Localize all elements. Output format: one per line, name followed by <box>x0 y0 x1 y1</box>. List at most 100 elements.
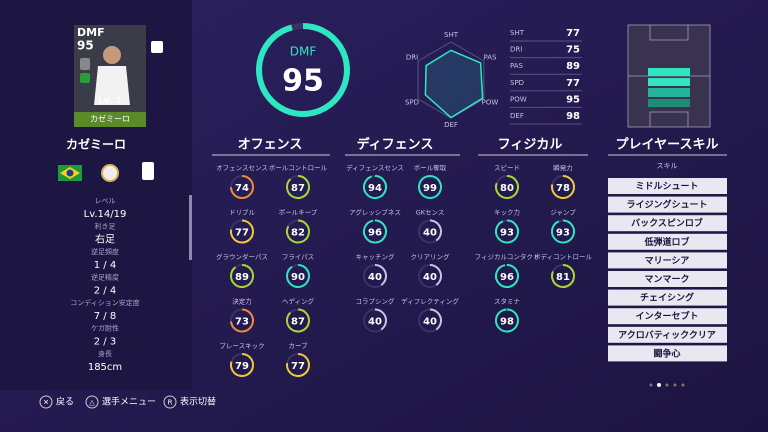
stat-label: PAS <box>510 62 524 70</box>
card-position: DMF <box>77 26 105 39</box>
stat-value: 89 <box>566 61 580 72</box>
button-label[interactable]: 選手メニュー <box>102 396 156 408</box>
button-icon[interactable] <box>163 395 177 409</box>
stat-value: 98 <box>566 111 580 122</box>
ring-value: 40 <box>368 317 382 328</box>
skill-name: ミドルシュート <box>635 181 698 192</box>
ring-value: 94 <box>368 183 382 194</box>
stat-label: DRI <box>510 46 522 54</box>
radar-shape <box>424 49 484 119</box>
stat-name: ヘディング <box>282 297 315 306</box>
ring-value: 96 <box>500 272 514 283</box>
page-dots <box>649 383 685 387</box>
button-label[interactable]: 表示切替 <box>180 396 216 408</box>
stat-name: カーブ <box>288 341 308 350</box>
ring-value: 98 <box>500 317 514 328</box>
profile-label: 逆足頻度 <box>91 247 119 256</box>
stat-label: SHT <box>510 29 525 37</box>
stat-name: スタミナ <box>494 297 520 306</box>
ring-arc <box>429 219 442 242</box>
ring-arc <box>429 264 442 286</box>
position-zone <box>648 78 690 86</box>
player-body <box>94 66 130 105</box>
ring-arc <box>256 23 350 117</box>
ring-value: 79 <box>235 361 249 372</box>
position-zone <box>648 99 690 107</box>
ring-value: 73 <box>235 317 249 328</box>
overall-position: DMF <box>290 45 317 59</box>
stat-name: スピード <box>494 164 520 172</box>
skill-box <box>608 271 727 287</box>
skill-box <box>608 178 727 194</box>
profile-label: 逆足精度 <box>91 273 119 282</box>
ring-value: 77 <box>235 228 249 239</box>
skill-box <box>608 326 727 343</box>
club-crest <box>101 164 119 182</box>
button-key: △ <box>89 399 95 407</box>
ring-arc <box>494 308 519 333</box>
flag-badge <box>80 73 90 83</box>
card-pitch <box>74 112 146 127</box>
ring-value: 78 <box>556 183 570 194</box>
ring-value: 40 <box>423 317 437 328</box>
profile-label: コンディション安定度 <box>70 298 140 307</box>
ring-value: 82 <box>291 228 305 239</box>
ring-arc <box>495 264 519 288</box>
radar-label: POW <box>482 99 499 107</box>
profile-value: 2 / 4 <box>94 286 116 297</box>
radar-label: SHT <box>444 31 459 39</box>
skill-name: マリーシア <box>645 255 690 266</box>
section-title: オフェンス <box>238 138 303 153</box>
stat-label: POW <box>510 95 527 103</box>
skill-name: アクロバティッククリア <box>618 330 716 341</box>
ring-arc <box>363 175 387 199</box>
ring-arc <box>286 219 310 244</box>
stat-value: 95 <box>566 94 580 105</box>
ring-value: 74 <box>235 183 249 194</box>
stat-name: グラウンダーパス <box>216 252 268 261</box>
ring-value: 96 <box>368 228 382 239</box>
radar-label: DRI <box>406 54 418 62</box>
skill-name: マンマーク <box>644 274 689 285</box>
stat-name: オフェンスセンス <box>216 164 268 172</box>
profile-label: 利き足 <box>95 222 116 231</box>
pitch-box <box>649 24 689 41</box>
stat-value: 77 <box>566 78 580 89</box>
stat-name: 決定力 <box>232 297 252 306</box>
skill-name: 低弾道ロブ <box>643 236 689 248</box>
stat-name: ディフェンスセンス <box>346 163 404 172</box>
position-zone <box>648 88 690 97</box>
skill-box <box>608 252 727 269</box>
section-title: フィジカル <box>498 138 563 153</box>
ring-value: 81 <box>556 272 570 283</box>
club-badge <box>80 58 90 70</box>
button-icon[interactable] <box>85 395 99 409</box>
ring-value: 93 <box>556 228 570 239</box>
ring-arc <box>495 219 519 244</box>
button-key: ✕ <box>43 399 49 407</box>
ring-value: 90 <box>291 272 305 283</box>
player-name: カゼミーロ <box>66 137 126 152</box>
skill-name: インターセプト <box>635 310 698 322</box>
position-zone <box>648 68 690 76</box>
button-icon[interactable] <box>39 395 53 409</box>
ring-arc <box>374 264 387 286</box>
ring-arc <box>286 353 310 377</box>
ring-arc <box>363 219 387 244</box>
profile-label: ケガ耐性 <box>91 324 119 333</box>
skill-name: チェイシング <box>640 292 694 304</box>
skill-name: 闘争心 <box>653 347 680 359</box>
stat-name: ドリブル <box>229 208 256 217</box>
ring-arc <box>230 264 254 288</box>
stat-name: アグレッシブネス <box>349 208 401 217</box>
profile-value: 1 / 4 <box>94 260 116 271</box>
ring-arc <box>230 353 254 377</box>
skills-subtitle: スキル <box>657 162 678 170</box>
stat-name: 瞬発力 <box>553 163 573 172</box>
ring-value: 80 <box>500 183 514 194</box>
ring-arc <box>429 308 442 331</box>
button-label[interactable]: 戻る <box>56 396 74 408</box>
lock-icon[interactable] <box>151 41 163 53</box>
profile-label: レベル <box>95 197 116 205</box>
profile-label: 身長 <box>98 349 112 358</box>
